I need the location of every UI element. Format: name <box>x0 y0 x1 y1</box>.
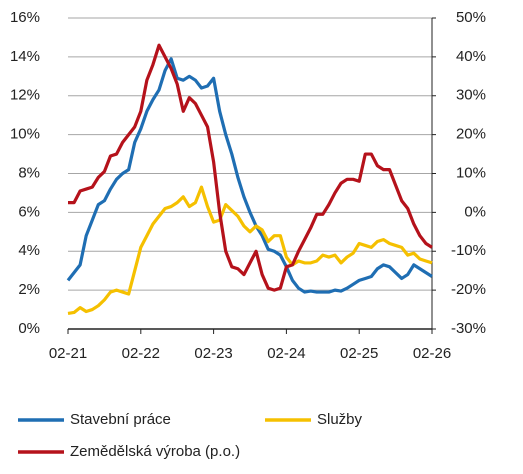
x-tick-label: 02-23 <box>194 345 232 362</box>
series-line <box>67 185 433 316</box>
y-tick-label: 16% <box>10 9 40 26</box>
legend-label: Stavební práce <box>70 411 171 428</box>
y2-tick-label: 30% <box>456 87 486 104</box>
y-tick-label: 2% <box>18 281 40 298</box>
y-tick-label: 10% <box>10 126 40 143</box>
y2-tick-label: 40% <box>456 48 486 65</box>
x-tick-label: 02-24 <box>267 345 305 362</box>
x-tick-label: 02-25 <box>340 345 378 362</box>
y2-tick-label: -30% <box>451 320 486 337</box>
y2-tick-label: 0% <box>464 203 486 220</box>
y2-tick-label: 50% <box>456 9 486 26</box>
x-tick-label: 02-22 <box>122 345 160 362</box>
y2-tick-label: -10% <box>451 242 486 259</box>
legend-label: Zemědělská výroba (p.o.) <box>70 443 240 460</box>
y-tick-label: 0% <box>18 320 40 337</box>
y-tick-label: 8% <box>18 164 40 181</box>
y2-tick-label: 10% <box>456 164 486 181</box>
series-line <box>68 43 433 292</box>
y2-tick-label: 20% <box>456 126 486 143</box>
y-tick-label: 14% <box>10 48 40 65</box>
y-tick-label: 6% <box>18 203 40 220</box>
legend-label: Služby <box>317 411 363 428</box>
x-tick-label: 02-26 <box>413 345 451 362</box>
y-tick-label: 12% <box>10 87 40 104</box>
x-tick-label: 02-21 <box>49 345 87 362</box>
series-line <box>66 57 433 294</box>
y2-tick-label: -20% <box>451 281 486 298</box>
y-tick-label: 4% <box>18 242 40 259</box>
